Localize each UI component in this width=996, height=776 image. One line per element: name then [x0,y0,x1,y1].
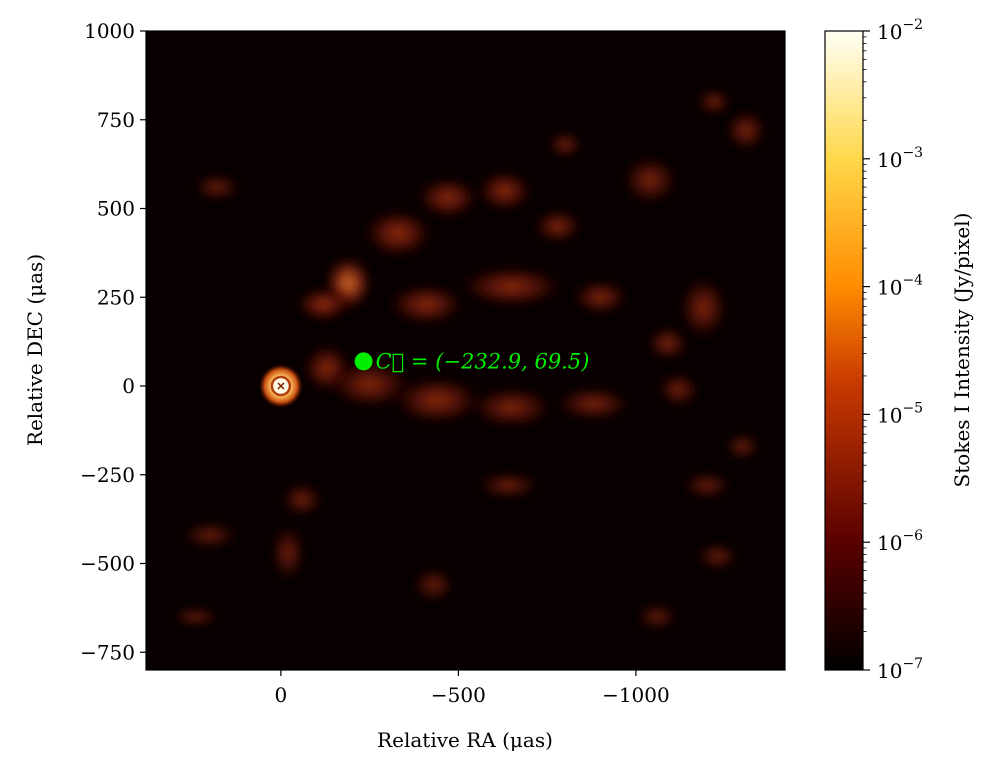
emission-feature-12 [327,359,413,410]
emission-feature-13 [390,375,484,426]
colorbar-tick-label-0: 10−2 [877,17,923,44]
emission-feature-3 [415,176,480,220]
emission-feature-20 [547,130,583,159]
y-tick-label-5: −250 [80,463,135,487]
centroid-marker [354,352,373,371]
emission-feature-26 [682,471,732,500]
colorbar-axis: 10−2 10−3 10−4 10−5 10−6 10−7 [863,17,923,683]
colorbar-tick-label-3: 10−5 [877,400,923,427]
emission-feature-18 [724,109,768,152]
y-axis: 1000 750 500 250 0 −250 −500 −750 [80,19,146,664]
colorbar-tick-label-5: 10−7 [877,656,923,683]
x-tick-label-0: 0 [275,683,288,707]
emission-feature-23 [270,524,306,582]
y-tick-label-0: 1000 [84,19,135,43]
emission-feature-16 [657,371,700,408]
emission-feature-27 [696,542,739,571]
y-tick-label-4: 0 [122,374,135,398]
emission-feature-10 [646,325,690,362]
y-tick-label-1: 750 [97,108,135,132]
x-axis: 0 −500 −1000 [275,670,670,707]
y-tick-label-7: −750 [80,640,135,664]
emission-feature-7 [458,265,565,308]
x-tick-label-2: −1000 [602,683,670,707]
emission-feature-29 [170,606,221,628]
emission-feature-28 [181,520,239,550]
colorbar-tick-label-1: 10−3 [877,145,923,172]
emission-feature-30 [635,602,679,631]
y-axis-label: Relative DEC (μas) [23,254,47,446]
x-tick-label-1: −500 [431,683,486,707]
centroid-label: C⃗ = (−232.9, 69.5) [376,349,590,373]
emission-feature-22 [280,481,324,518]
core-layer [258,364,303,408]
y-tick-label-3: 250 [97,285,135,309]
emission-feature-14 [469,386,555,429]
emission-feature-2 [362,208,434,259]
emission-feature-25 [412,567,455,603]
colorbar-tick-label-2: 10−4 [877,273,923,300]
colorbar-label: Stokes I Intensity (Jy/pixel) [950,213,974,488]
emission-feature-1 [295,286,352,323]
plot-frame [145,30,786,671]
emission-feature-21 [192,173,242,202]
emission-feature-9 [678,275,729,340]
emission-feature-6 [387,283,466,326]
emission-feature-15 [554,386,633,422]
y-tick-label-6: −500 [80,552,135,576]
core-cross-icon [277,382,285,390]
emission-feature-5 [532,208,583,244]
emission-feature-17 [621,155,679,205]
colorbar [824,30,864,671]
y-tick-label-2: 500 [97,197,135,221]
colorbar-tick-label-4: 10−6 [877,528,923,555]
x-axis-label: Relative RA (μas) [377,728,553,752]
emission-feature-24 [476,471,541,500]
emission-feature-4 [476,169,533,213]
emission-feature-31 [724,432,761,461]
emission-feature-19 [696,87,732,117]
emission-layer [170,87,768,631]
emission-feature-8 [572,279,629,315]
